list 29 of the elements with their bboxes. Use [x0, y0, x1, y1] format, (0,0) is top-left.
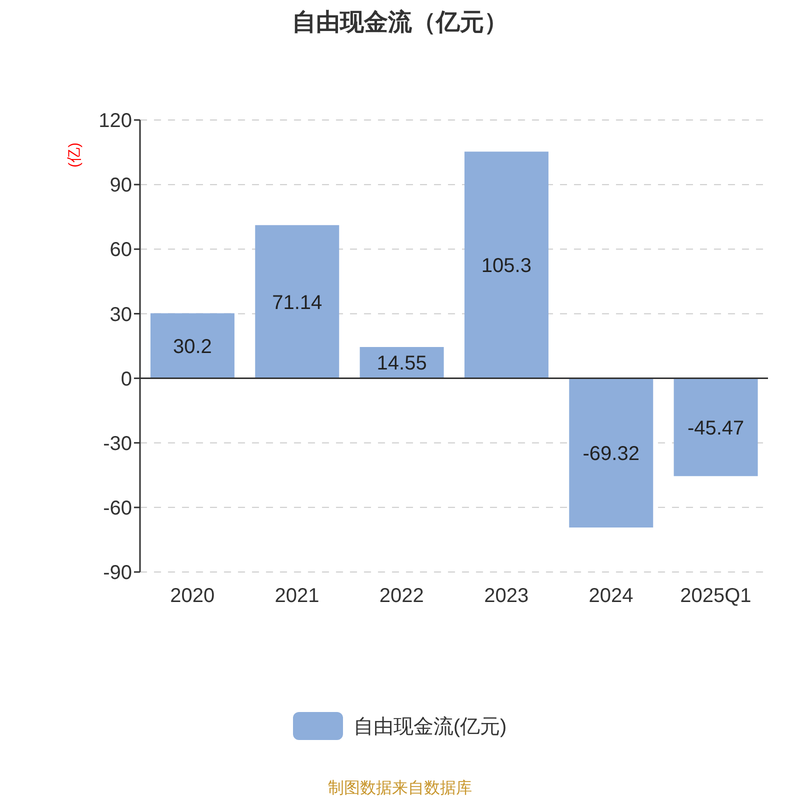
y-tick-label: -90 — [103, 562, 132, 584]
y-tick-label: 30 — [110, 304, 132, 326]
y-tick-label: 120 — [98, 110, 132, 132]
y-tick-label: 0 — [120, 368, 132, 390]
x-tick-label: 2025Q1 — [680, 585, 752, 608]
data-label: 14.55 — [376, 352, 427, 375]
bar — [464, 152, 548, 378]
y-tick-label: 60 — [110, 239, 132, 262]
data-label: -69.32 — [582, 442, 640, 465]
x-tick-label: 2022 — [379, 585, 424, 608]
data-label: -45.47 — [687, 417, 744, 440]
data-label: 105.3 — [481, 255, 532, 278]
legend-label: 自由现金流(亿元) — [353, 714, 507, 740]
data-label: 71.14 — [272, 292, 322, 314]
y-tick-label: 90 — [110, 174, 132, 197]
bar — [255, 225, 340, 378]
x-tick-label: 2023 — [484, 585, 529, 608]
y-tick-label: -30 — [103, 432, 132, 455]
text: 制图数据来自数据库 — [327, 778, 473, 799]
chart-title: 自由现金流（亿元） — [291, 8, 509, 38]
x-tick-label: 2020 — [170, 585, 215, 608]
bar — [674, 378, 758, 476]
data-label: 30.2 — [173, 336, 212, 358]
bar — [569, 378, 654, 528]
y-axis-title: (亿) — [65, 142, 84, 170]
x-tick-label: 2024 — [588, 585, 634, 608]
x-tick-label: 2021 — [274, 585, 320, 608]
bar — [150, 313, 234, 378]
y-tick-label: -60 — [103, 498, 132, 520]
